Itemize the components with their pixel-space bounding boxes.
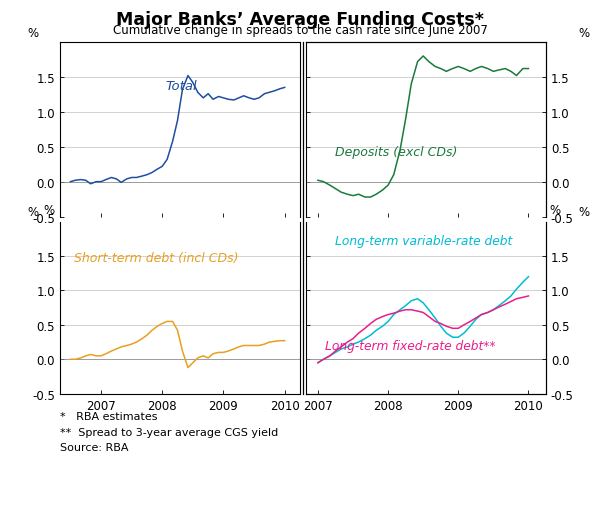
Text: %: %	[578, 206, 590, 219]
Text: %: %	[578, 26, 590, 39]
Text: Deposits (excl CDs): Deposits (excl CDs)	[335, 146, 457, 159]
Text: *   RBA estimates: * RBA estimates	[60, 412, 157, 422]
Text: Short-term debt (incl CDs): Short-term debt (incl CDs)	[74, 251, 239, 265]
Text: %: %	[28, 26, 39, 39]
Text: Long-term variable-rate debt: Long-term variable-rate debt	[335, 234, 512, 247]
Text: Source: RBA: Source: RBA	[60, 442, 128, 452]
Text: %: %	[28, 206, 39, 219]
Text: %: %	[549, 203, 560, 216]
Text: Cumulative change in spreads to the cash rate since June 2007: Cumulative change in spreads to the cash…	[113, 24, 487, 37]
Text: **  Spread to 3-year average CGS yield: ** Spread to 3-year average CGS yield	[60, 427, 278, 437]
Text: Total: Total	[166, 80, 197, 93]
Text: Long-term fixed-rate debt**: Long-term fixed-rate debt**	[325, 339, 496, 352]
Text: %: %	[43, 203, 54, 216]
Text: Major Banks’ Average Funding Costs*: Major Banks’ Average Funding Costs*	[116, 11, 484, 29]
